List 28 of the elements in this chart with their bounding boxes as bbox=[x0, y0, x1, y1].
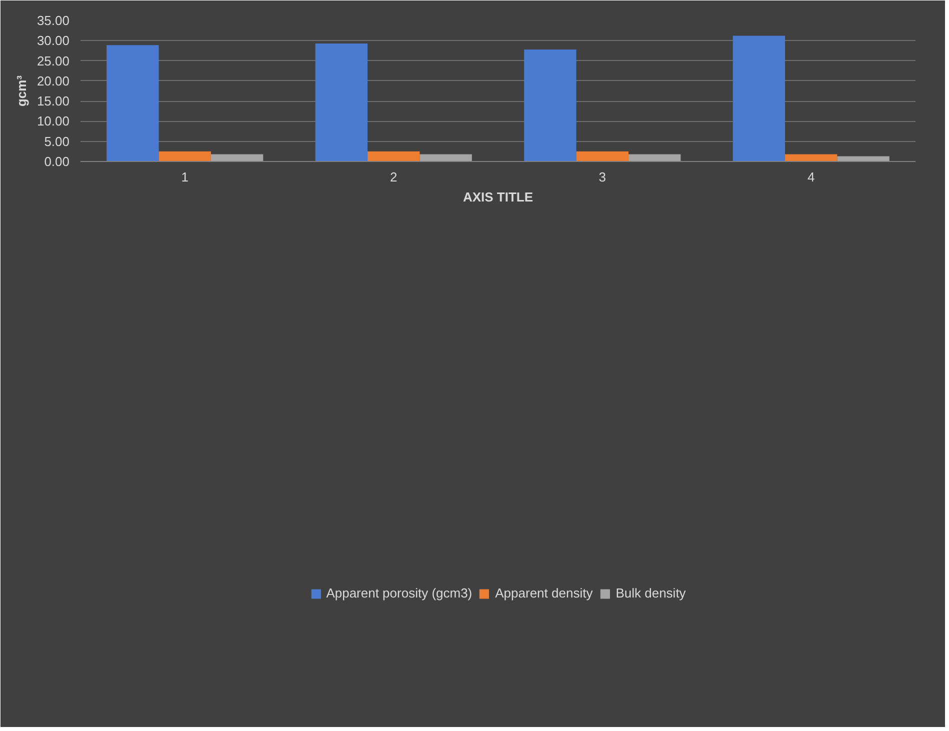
y-tick-label: 25.00 bbox=[36, 53, 70, 68]
x-tick-label: 2 bbox=[390, 170, 398, 184]
bar bbox=[420, 154, 472, 162]
bar bbox=[368, 151, 420, 162]
bar bbox=[576, 151, 628, 162]
y-tick-label: 35.00 bbox=[36, 13, 70, 28]
y-tick-label: 30.00 bbox=[36, 33, 70, 48]
bar bbox=[524, 50, 576, 162]
legend-label: Bulk density bbox=[616, 586, 686, 601]
y-tick-label: 15.00 bbox=[36, 94, 70, 109]
bar bbox=[315, 43, 368, 162]
y-tick-label: 10.00 bbox=[36, 114, 70, 129]
y-tick-label: 5.00 bbox=[44, 134, 70, 149]
bar bbox=[106, 45, 159, 162]
bar bbox=[785, 154, 838, 162]
bar bbox=[732, 36, 786, 162]
bar bbox=[158, 151, 211, 162]
y-axis-title: gcm³ bbox=[14, 74, 29, 107]
x-tick-label: 1 bbox=[181, 170, 188, 184]
legend-label: Apparent density bbox=[495, 586, 593, 601]
legend-label: Apparent porosity (gcm3) bbox=[326, 586, 472, 601]
y-tick-label: 0.00 bbox=[44, 154, 70, 169]
bar bbox=[628, 154, 681, 162]
bar bbox=[210, 154, 264, 162]
x-tick-label: 4 bbox=[808, 170, 815, 184]
x-axis-title: AXIS TITLE bbox=[462, 190, 534, 204]
y-tick-label: 20.00 bbox=[36, 73, 70, 88]
x-tick-label: 3 bbox=[598, 170, 606, 184]
